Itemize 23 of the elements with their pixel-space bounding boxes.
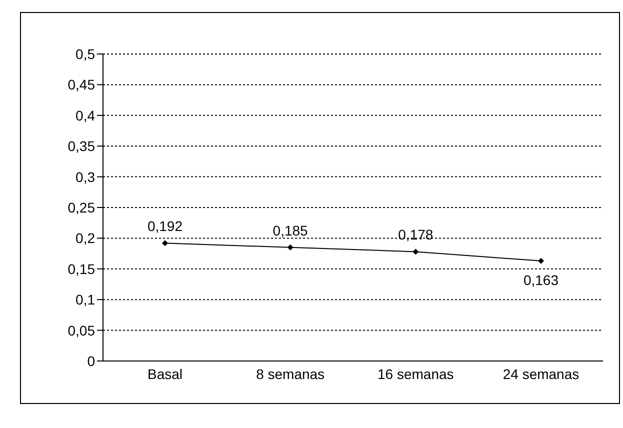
y-tick-label: 0,45 — [68, 76, 96, 93]
x-tick-label: 24 semanas — [502, 366, 580, 382]
data-label: 0,185 — [272, 222, 308, 238]
y-tick-label: 0,5 — [76, 46, 96, 62]
x-tick-label: Basal — [147, 366, 183, 382]
y-tick-label: 0,4 — [76, 107, 96, 124]
y-tick-label: 0,2 — [76, 230, 96, 246]
y-tick-label: 0,3 — [76, 168, 96, 185]
y-tick-label: 0,35 — [68, 138, 96, 154]
point — [162, 240, 168, 246]
point — [538, 258, 544, 264]
y-tick-label: 0,05 — [68, 322, 96, 338]
x-tick-label: 8 semanas — [256, 366, 325, 382]
data-label: 0,178 — [398, 226, 434, 243]
y-tick-label: 0 — [87, 352, 96, 369]
y-tick-label: 0,25 — [68, 199, 96, 216]
x-tick-label: 16 semanas — [378, 366, 454, 382]
data-label: 0,192 — [147, 218, 183, 234]
y-tick-label: 0,15 — [68, 260, 96, 277]
y-tick-label: 0,1 — [76, 292, 96, 308]
data-label: 0,163 — [523, 272, 559, 288]
point — [287, 244, 294, 250]
point — [412, 248, 419, 255]
